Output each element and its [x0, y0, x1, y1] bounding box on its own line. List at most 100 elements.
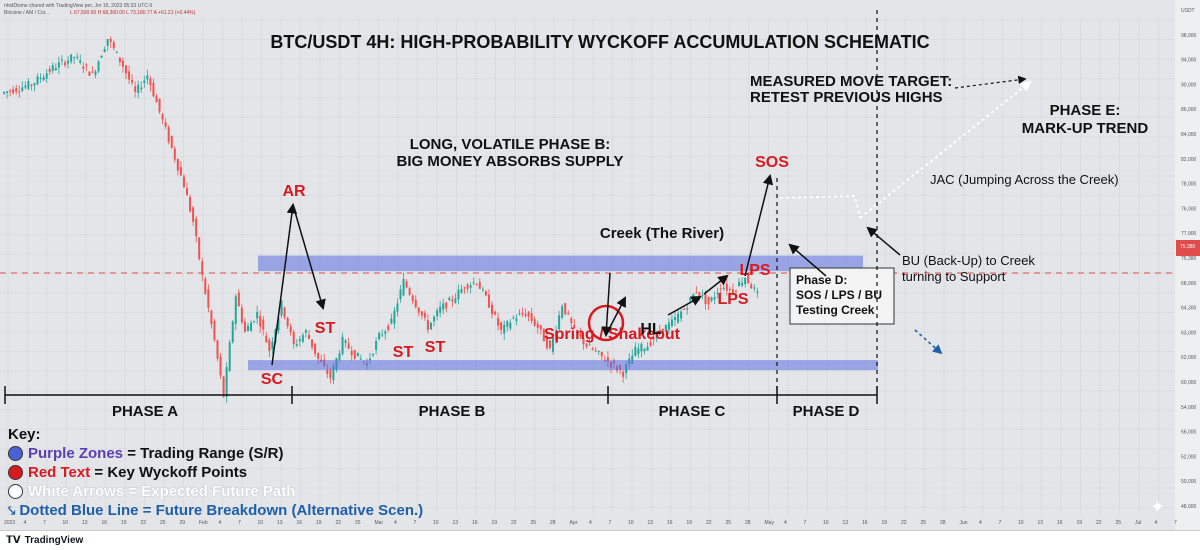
candle-body	[256, 311, 259, 319]
candle-body	[643, 348, 646, 352]
candle-body	[21, 87, 24, 91]
candle-body	[100, 55, 103, 58]
candle-body	[231, 321, 234, 343]
date-tick-label: 19	[492, 520, 498, 526]
candle-body	[308, 334, 310, 339]
candle-body	[51, 65, 54, 71]
candle-body	[30, 84, 33, 86]
candle-body	[207, 289, 210, 308]
date-tick-label: Jul	[1135, 520, 1141, 526]
candle-body	[332, 365, 335, 381]
price-axis-bg	[1175, 0, 1200, 530]
candle-body	[158, 98, 161, 112]
candle-body	[396, 303, 399, 312]
candle-body	[186, 188, 188, 196]
candle-body	[646, 346, 649, 351]
candle-body	[600, 351, 603, 357]
candle-body	[686, 308, 689, 310]
candle-body	[329, 369, 332, 379]
candle-body	[143, 80, 146, 83]
candle-body	[265, 335, 268, 343]
candle-body	[707, 296, 710, 305]
candle-body	[735, 290, 737, 292]
date-tick-label: 28	[745, 520, 751, 526]
key-desc: = Trading Range (S/R)	[123, 445, 284, 462]
annotation-arrow	[605, 296, 626, 336]
date-tick-label: 13	[648, 520, 654, 526]
candle-body	[622, 371, 625, 377]
candle-body	[250, 322, 253, 332]
key-label: White Arrows	[28, 483, 125, 500]
candle-body	[515, 318, 518, 321]
candle-body	[439, 306, 442, 313]
date-tick-label: 19	[882, 520, 888, 526]
candle-body	[741, 282, 744, 286]
candle-body	[451, 299, 454, 302]
phase-b-note: LONG, VOLATILE PHASE B: BIG MONEY ABSORBS…	[397, 136, 624, 170]
candle-body	[295, 344, 298, 346]
candle-body	[170, 135, 173, 148]
date-tick-label: 2023	[4, 520, 15, 526]
candle-body	[222, 376, 225, 397]
candle-body	[152, 82, 155, 97]
candle-body	[82, 66, 85, 69]
phase-label: PHASE C	[659, 403, 726, 420]
price-tick-label: 63,000	[1181, 330, 1197, 336]
key-item-white: White Arrows = Expected Future Path	[8, 482, 423, 501]
candle-body	[384, 331, 387, 334]
candle-body	[503, 324, 506, 334]
date-tick-label: 7	[609, 520, 612, 526]
candle-body	[524, 313, 527, 316]
annotation-arrow	[667, 295, 702, 316]
candle-body	[356, 352, 359, 357]
candle-body	[731, 289, 734, 294]
candle-body	[73, 57, 76, 59]
candle-body	[478, 282, 481, 289]
date-tick-label: 25	[531, 520, 537, 526]
candle-body	[588, 344, 591, 346]
date-axis-bg	[0, 515, 1175, 530]
candle-body	[298, 339, 301, 342]
date-tick-label: 25	[1116, 520, 1122, 526]
candle-body	[338, 353, 341, 361]
candle-body	[121, 60, 124, 67]
date-tick-label: 10	[1018, 520, 1024, 526]
grid	[0, 18, 1175, 515]
candle-body	[664, 324, 667, 332]
candle-body	[695, 292, 698, 294]
lps-label: LPS	[739, 262, 770, 279]
candle-body	[728, 288, 731, 290]
candle-body	[369, 358, 371, 361]
candle-body	[417, 307, 420, 313]
date-tick-label: 29	[180, 520, 186, 526]
hl-label: HL	[640, 321, 662, 338]
candle-body	[674, 317, 676, 320]
annotation-arrow	[788, 243, 827, 277]
key-title: Key:	[8, 426, 41, 443]
measured-move-note: MEASURED MOVE TARGET: RETEST PREVIOUS HIG…	[750, 73, 952, 106]
date-tick-label: 13	[453, 520, 459, 526]
date-tick-label: Jun	[960, 520, 968, 526]
candle-body	[12, 89, 15, 94]
candle-body	[201, 261, 204, 275]
candle-body	[670, 319, 673, 327]
date-tick-label: 10	[63, 520, 69, 526]
candle-body	[109, 38, 112, 42]
price-tick-label: 50,000	[1181, 479, 1197, 485]
lps-label: LPS	[717, 291, 748, 308]
date-tick-label: 7	[804, 520, 807, 526]
date-tick-label: 16	[862, 520, 868, 526]
candle-body	[106, 39, 109, 46]
candle-body	[314, 343, 317, 354]
header-published: nhidDisme chared with TradingView per, J…	[4, 3, 153, 9]
candle-body	[210, 310, 213, 325]
candle-body	[454, 298, 457, 303]
candle-body	[738, 281, 741, 287]
candle-body	[448, 297, 451, 301]
candles	[3, 36, 759, 403]
candle-body	[463, 287, 466, 289]
candle-body	[198, 237, 201, 260]
price-tick-label: 77,900	[1181, 231, 1197, 237]
